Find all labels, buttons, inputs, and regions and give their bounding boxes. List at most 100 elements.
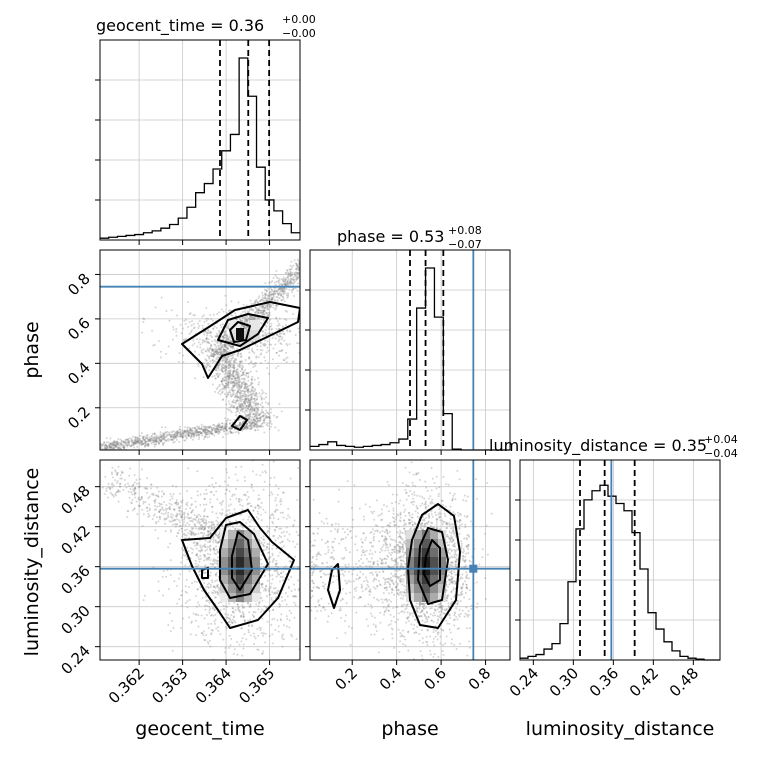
sample-point [318,262,320,264]
sample-point [175,485,178,488]
sample-point [240,324,243,327]
sample-point [233,620,236,623]
sample-point [305,578,307,580]
sample-point [231,607,234,610]
density-cell [240,340,250,350]
sample-point [167,546,170,549]
sample-point [240,400,243,403]
sample-point [301,268,303,270]
sample-point [290,612,293,615]
sample-point [248,611,251,614]
sample-point [196,588,199,591]
sample-point [166,434,169,437]
sample-point [198,428,201,431]
sample-point [112,440,115,443]
sample-point [227,393,230,396]
sample-point [258,381,261,384]
sample-point [271,337,274,340]
sample-point [252,303,255,306]
sample-point [252,391,255,394]
sample-point [249,370,252,373]
sample-point [229,373,232,376]
sample-point [138,443,141,446]
sample-point [259,345,262,348]
sample-point [189,436,192,439]
sample-point [242,303,245,306]
sample-point [208,540,211,543]
sample-point [267,313,270,316]
sample-point [251,613,254,616]
sample-point [232,385,235,388]
sample-point [215,360,218,363]
sample-point [224,294,227,297]
sample-point [276,296,279,299]
sample-point [208,357,211,360]
sample-point [353,578,355,580]
sample-point [297,579,300,582]
sample-point [269,417,272,420]
sample-point [192,339,195,342]
sample-point [205,431,208,434]
sample-point [264,304,267,307]
sample-point [233,396,236,399]
sample-point [232,390,235,393]
sample-point [248,420,251,423]
sample-point [217,541,220,544]
sample-point [147,438,150,441]
sample-point [208,429,211,432]
sample-point [243,309,246,312]
sample-point [202,429,205,432]
sample-point [212,352,215,355]
sample-point [236,407,239,410]
sample-point [225,627,228,630]
sample-point [240,396,243,399]
sample-point [235,425,238,428]
sample-point [278,332,281,335]
sample-point [265,292,268,295]
sample-point [212,589,215,592]
sample-point [222,335,225,338]
sample-point [257,308,260,311]
sample-point [240,398,243,401]
sample-point [267,315,270,318]
sample-point [234,395,237,398]
sample-point [204,554,207,557]
sample-point [194,562,197,565]
sample-point [193,342,196,345]
sample-point [221,426,224,429]
sample-point [233,384,236,387]
sample-point [261,389,264,392]
sample-point [178,428,181,431]
sample-point [245,372,248,375]
sample-point [232,360,235,363]
sample-point [211,319,214,322]
sample-point [214,369,217,372]
sample-point [278,279,281,282]
sample-point [198,573,201,576]
sample-point [168,319,171,322]
sample-point [190,433,193,436]
sample-point [279,575,282,578]
sample-point [271,591,274,594]
sample-point [311,256,313,258]
sample-point [294,271,297,274]
sample-point [179,435,182,438]
sample-point [246,383,249,386]
sample-point [153,436,156,439]
sample-point [231,421,234,424]
sample-point [251,426,254,429]
sample-point [157,520,160,523]
sample-point [283,535,286,538]
sample-point [256,345,259,348]
sample-point [174,432,177,435]
sample-point [131,498,134,501]
sample-point [272,534,275,537]
sample-point [254,422,257,425]
sample-point [254,311,257,314]
sample-point [210,491,213,494]
sample-point [268,593,271,596]
sample-point [181,533,184,536]
sample-point [264,331,267,334]
sample-point [108,446,111,449]
sample-point [157,438,160,441]
